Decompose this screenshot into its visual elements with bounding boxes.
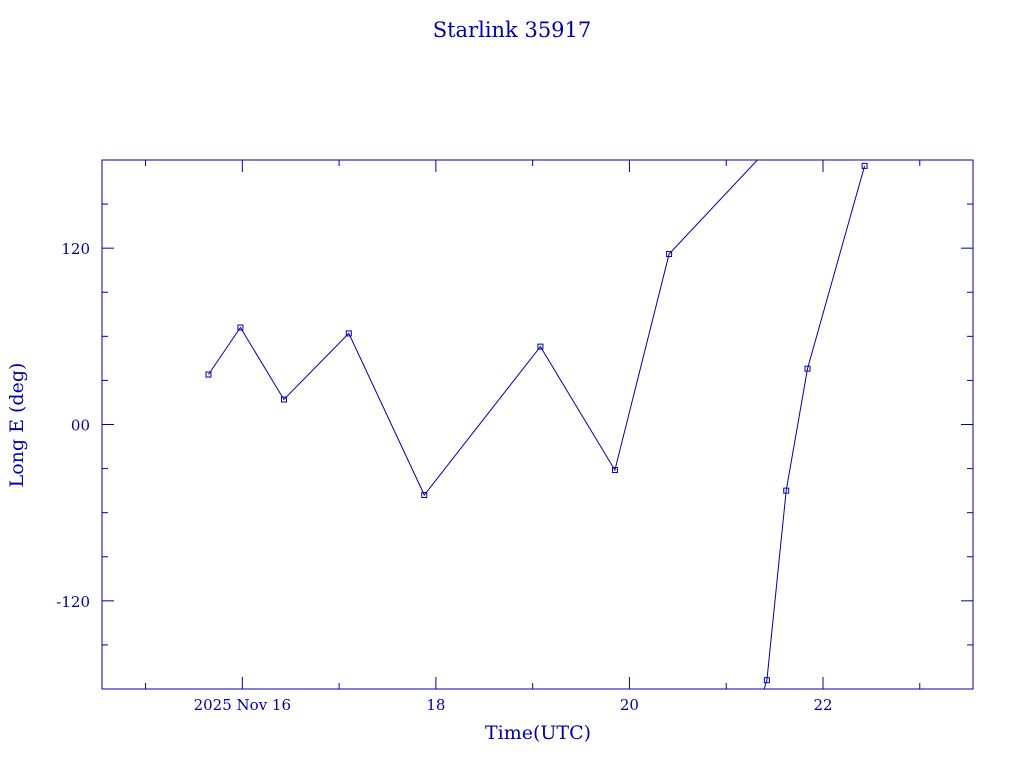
data-point <box>611 467 618 474</box>
y-tick-label: 00 <box>71 417 90 435</box>
data-point <box>280 396 287 403</box>
data-markers <box>205 162 868 684</box>
x-tick-label: 22 <box>813 696 832 714</box>
axis-ticks <box>102 160 973 689</box>
y-axis-label: Long E (deg) <box>6 363 28 488</box>
x-tick-label: 18 <box>426 696 445 714</box>
x-tick-label: 20 <box>620 696 639 714</box>
data-point <box>804 365 811 372</box>
y-tick-label: -120 <box>56 593 90 611</box>
x-tick-label: 2025 Nov 16 <box>194 696 291 714</box>
series-lines <box>208 160 866 689</box>
data-point <box>205 371 212 378</box>
series-segment-2 <box>763 165 866 689</box>
data-point <box>345 330 352 337</box>
x-axis-label: Time(UTC) <box>485 722 591 744</box>
series-segment-1 <box>208 160 759 496</box>
y-tick-label: 120 <box>61 240 90 258</box>
data-point <box>237 324 244 331</box>
plot-frame <box>101 159 974 690</box>
data-point <box>783 487 790 494</box>
data-point <box>666 251 673 258</box>
data-point <box>763 677 770 684</box>
data-point <box>861 162 868 169</box>
data-point <box>421 492 428 499</box>
data-point <box>537 343 544 350</box>
axis-tick-labels: 120 00 -120 2025 Nov 16 18 20 22 <box>56 240 832 714</box>
chart-title: Starlink 35917 <box>433 18 592 42</box>
